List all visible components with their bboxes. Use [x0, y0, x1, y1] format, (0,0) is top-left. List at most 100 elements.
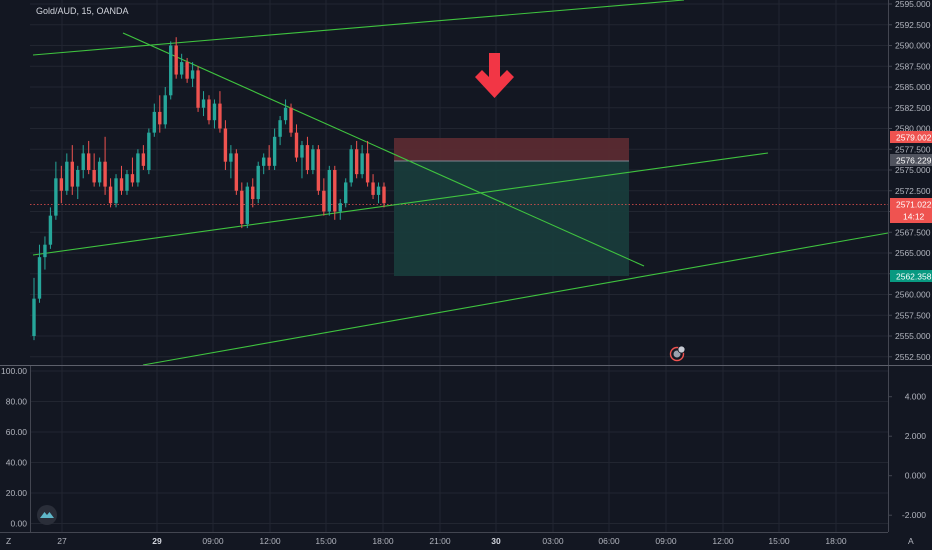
indicator-left-tick-label: 0.00 [10, 519, 27, 529]
indicator-left-tick-label: 100.00 [1, 366, 27, 376]
candle-body [81, 153, 85, 170]
candle-body [207, 99, 211, 121]
lower-channel-line[interactable] [142, 232, 889, 366]
candle-body [76, 170, 80, 187]
candle-body [97, 161, 102, 183]
candle-body [152, 111, 157, 133]
candle-body [322, 190, 326, 212]
time-tick-label: 15:00 [768, 536, 790, 546]
price-tick-label: 2587.500 [895, 61, 931, 71]
candle-body [272, 136, 277, 166]
candle-body [179, 62, 184, 75]
candle-body [256, 165, 260, 200]
candle-body [376, 186, 381, 195]
candle-body [92, 170, 96, 183]
price-tick-label: 2552.500 [895, 352, 931, 362]
candle-body [86, 153, 91, 170]
timezone-label[interactable]: Z [6, 536, 11, 546]
candle-body [212, 103, 217, 121]
price-tick-label: 2575.000 [895, 165, 931, 175]
candle-body [190, 70, 195, 79]
svg-text:14:12: 14:12 [903, 212, 925, 222]
price-tick-label: 2572.500 [895, 186, 931, 196]
candle-body [365, 153, 370, 183]
time-tick-label: 09:00 [655, 536, 677, 546]
candle-body [278, 120, 282, 137]
candle-body [371, 182, 375, 195]
candle-body [54, 178, 58, 216]
candle-body [344, 182, 348, 204]
support-trendline[interactable] [32, 152, 769, 256]
indicator-right-tick-label: -2.000 [902, 510, 926, 520]
svg-text:2562.358: 2562.358 [896, 272, 932, 282]
take-profit-zone[interactable] [394, 161, 629, 276]
time-tick-label: 18:00 [372, 536, 394, 546]
candle-body [163, 95, 167, 125]
candlestick-series [32, 37, 386, 341]
svg-text:2571.022: 2571.022 [896, 200, 932, 210]
time-tick-label: 18:00 [825, 536, 847, 546]
candle-body [218, 103, 222, 129]
candle-body [267, 157, 271, 166]
candle-body [32, 298, 36, 336]
upper-channel-line[interactable] [32, 0, 685, 56]
price-tick-label: 2577.500 [895, 144, 931, 154]
time-axis[interactable]: 27 29 09:00 12:00 15:00 18:00 21:00 30 03:00 06:0… [57, 536, 847, 546]
indicator-left-tick-label: 40.00 [6, 458, 28, 468]
candle-body [245, 186, 249, 224]
candle-body [169, 45, 173, 96]
candle-body [114, 178, 118, 204]
candle-body [136, 153, 140, 183]
candle-body [59, 178, 64, 191]
candle-body [305, 145, 310, 170]
candle-body [196, 70, 200, 108]
candle-body [234, 153, 239, 191]
candle-body [338, 203, 342, 212]
candle-body [125, 174, 129, 191]
price-tick-label: 2580.000 [895, 124, 931, 134]
auto-scale-label[interactable]: A [908, 536, 914, 546]
indicator-left-tick-label: 20.00 [6, 488, 28, 498]
price-tick-label: 2557.500 [895, 310, 931, 320]
time-tick-label: 29 [152, 536, 162, 546]
price-tick-label: 2590.000 [895, 41, 931, 51]
indicator-right-tick-label: 2.000 [905, 431, 927, 441]
candle-body [382, 186, 386, 204]
time-tick-label: 12:00 [712, 536, 734, 546]
candle-body [65, 161, 69, 191]
time-tick-label: 15:00 [315, 536, 337, 546]
candle-body [316, 149, 321, 191]
price-tick-label: 2585.000 [895, 82, 931, 92]
short-position-tool[interactable] [394, 138, 629, 276]
descending-trendline[interactable] [122, 32, 645, 267]
price-tick-label: 2582.500 [895, 103, 931, 113]
tradingview-logo-icon[interactable] [37, 505, 57, 525]
candle-body [130, 174, 135, 183]
candle-body [147, 132, 151, 170]
candle-body [300, 145, 304, 158]
stop-loss-zone[interactable] [394, 138, 629, 161]
candle-body [360, 153, 364, 175]
time-tick-label: 09:00 [202, 536, 224, 546]
time-tick-label: 03:00 [542, 536, 564, 546]
trendlines[interactable] [32, 0, 889, 366]
alert-badge-icon[interactable] [669, 345, 686, 362]
down-arrow-icon[interactable] [475, 53, 514, 98]
candle-body [283, 107, 288, 121]
candle-body [261, 157, 266, 166]
candle-body [48, 215, 53, 245]
price-tick-label: 2567.500 [895, 227, 931, 237]
candle-body [37, 257, 42, 299]
candle-body [43, 244, 47, 258]
symbol-title: Gold/AUD, 15, OANDA [36, 6, 129, 16]
target-price-label: 2562.358 [890, 270, 932, 282]
candle-body [229, 153, 233, 162]
candle-body [289, 107, 293, 133]
last-price-label: 2571.022 14:12 [890, 198, 932, 223]
candle-body [141, 153, 146, 166]
candle-body [158, 111, 162, 125]
candle-body [185, 62, 189, 79]
svg-text:2579.002: 2579.002 [896, 133, 932, 143]
indicator-right-tick-label: 0.000 [905, 471, 927, 481]
